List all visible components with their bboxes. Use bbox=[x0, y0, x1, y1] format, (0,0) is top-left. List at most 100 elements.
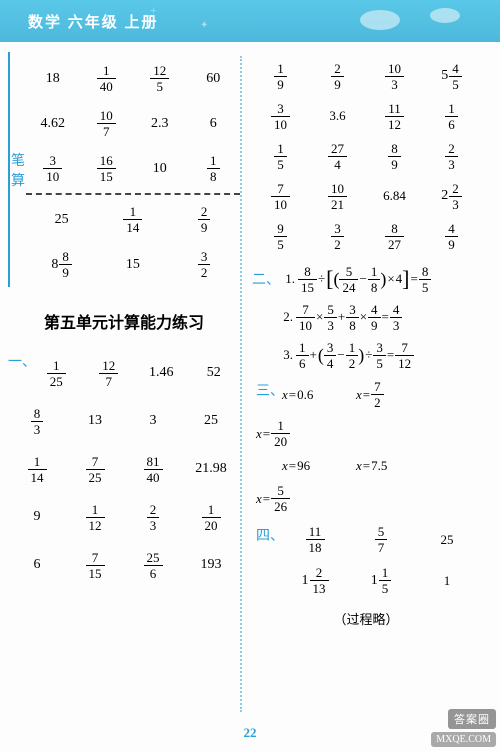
equation-number: 1. bbox=[280, 271, 298, 287]
grid-cell: 25 bbox=[182, 413, 240, 429]
grid-row: 4.621072.36 bbox=[26, 101, 240, 146]
solution-cell: x=0.6 bbox=[282, 380, 356, 409]
grid-cell: 545 bbox=[423, 62, 480, 91]
grid-cell: 193 bbox=[182, 557, 240, 573]
grid-cell: 18 bbox=[187, 154, 241, 183]
grid-cell: 23 bbox=[423, 142, 480, 171]
calculation-block: 笔算 18140125604.621072.3631016151018 2511… bbox=[8, 56, 240, 287]
grid-cell: 15 bbox=[97, 257, 168, 273]
grid-cell: 3 bbox=[124, 413, 182, 429]
grid-row: 911223120 bbox=[8, 493, 240, 541]
top-grid: 18140125604.621072.3631016151018 bbox=[26, 56, 240, 191]
grid-row: 1929103545 bbox=[252, 56, 480, 96]
grid-row: 2511429 bbox=[26, 197, 240, 242]
grid-cell: 83 bbox=[8, 407, 66, 436]
grid-cell: 49 bbox=[423, 222, 480, 251]
section-two-label: 二、 bbox=[252, 269, 280, 289]
watermark-top: 答案圈 bbox=[448, 709, 496, 729]
grid-cell: 256 bbox=[124, 551, 182, 580]
cloud-icon bbox=[430, 8, 460, 23]
grid-cell: 710 bbox=[252, 182, 309, 211]
grid-cell: 115 bbox=[348, 566, 414, 595]
grid-row: 152748923 bbox=[252, 136, 480, 176]
grid-cell: 107 bbox=[80, 109, 134, 138]
grid-cell: 6 bbox=[8, 557, 66, 573]
solution-cell: x=120 bbox=[256, 419, 330, 448]
left-column: 笔算 18140125604.621072.3631016151018 2511… bbox=[8, 56, 240, 712]
cloud-icon bbox=[360, 10, 400, 30]
grid-cell: 103 bbox=[366, 62, 423, 91]
grid-row: 953282749 bbox=[252, 216, 480, 256]
grid-cell: 32 bbox=[169, 250, 240, 279]
grid-cell: 1 bbox=[414, 566, 480, 595]
decor-star-icon: ✦ bbox=[200, 20, 208, 31]
grid-cell: 2.3 bbox=[133, 116, 187, 132]
grid-row: 114725814021.98 bbox=[8, 445, 240, 493]
grid-cell: 89 bbox=[366, 142, 423, 171]
grid-cell: 15 bbox=[252, 142, 309, 171]
grid-row: 6715256193 bbox=[8, 541, 240, 589]
section-two: 二、1.815÷[(524−18)×4]=852.710×53+38×49=43… bbox=[252, 260, 480, 374]
process-note: （过程略） bbox=[252, 609, 480, 628]
grid-cell: 10 bbox=[133, 161, 187, 177]
grid-row: 3103.6111216 bbox=[252, 96, 480, 136]
grid-cell: 29 bbox=[169, 205, 240, 234]
grid-cell: 16 bbox=[423, 102, 480, 131]
section-four: 四、1118572512131151 bbox=[252, 525, 480, 607]
grid-cell: 114 bbox=[97, 205, 168, 234]
grid-cell: 223 bbox=[423, 182, 480, 211]
grid-cell: 13 bbox=[66, 413, 124, 429]
grid-row: 31016151018 bbox=[26, 146, 240, 191]
grid-cell: 25 bbox=[26, 212, 97, 228]
grid-cell: 827 bbox=[366, 222, 423, 251]
equation-row: 二、1.815÷[(524−18)×4]=85 bbox=[252, 260, 480, 298]
grid-cell: 310 bbox=[252, 102, 309, 131]
grid-cell: 1118 bbox=[282, 525, 348, 554]
equation-row: 3.16+(34−12)÷35=712 bbox=[252, 336, 480, 374]
section-one-grid: 1251271.46528313325114725814021.98911223… bbox=[8, 349, 240, 589]
grid-cell: 4.62 bbox=[26, 116, 80, 132]
equation-number: 3. bbox=[278, 347, 296, 363]
equation-row: 2.710×53+38×49=43 bbox=[252, 298, 480, 336]
grid-cell: 23 bbox=[124, 503, 182, 532]
watermark-bottom: MXQE.COM bbox=[431, 732, 496, 747]
three-row: x=96x=7.5x=526 bbox=[252, 458, 480, 523]
grid-row: 8313325 bbox=[8, 397, 240, 445]
section-three-label: 三、 bbox=[256, 380, 282, 419]
grid-cell: 125 bbox=[8, 359, 83, 388]
grid-cell: 18 bbox=[26, 71, 80, 87]
grid-cell: 274 bbox=[309, 142, 366, 171]
grid-cell: 120 bbox=[182, 503, 240, 532]
equation-number: 2. bbox=[278, 309, 296, 325]
solution-cell: x=72 bbox=[356, 380, 430, 409]
three-row: 三、x=0.6x=72 x=120 bbox=[252, 380, 480, 458]
solution-cell: x=526 bbox=[256, 484, 330, 513]
equation-body: 815÷[(524−18)×4]=85 bbox=[298, 265, 480, 294]
grid-cell: 29 bbox=[309, 62, 366, 91]
grid-cell: 60 bbox=[187, 71, 241, 87]
bisuan-label: 笔算 bbox=[8, 52, 26, 287]
equation-body: 710×53+38×49=43 bbox=[296, 303, 480, 332]
grid-cell: 9 bbox=[8, 509, 66, 525]
content-area: 笔算 18140125604.621072.3631016151018 2511… bbox=[0, 42, 500, 712]
grid-cell: 725 bbox=[66, 455, 124, 484]
grid-cell: 52 bbox=[188, 365, 241, 381]
grid-cell: 57 bbox=[348, 525, 414, 554]
header-title: 数学 六年级 上册 bbox=[28, 11, 159, 32]
right-top-grid: 19291035453103.611121615274892371010216.… bbox=[252, 56, 480, 256]
dashed-separator bbox=[26, 193, 240, 195]
page-header: 数学 六年级 上册 + ✦ bbox=[0, 0, 500, 42]
grid-cell: 715 bbox=[66, 551, 124, 580]
section-four-label: 四、 bbox=[256, 525, 282, 566]
grid-cell: 25 bbox=[414, 525, 480, 554]
grid-cell: 95 bbox=[252, 222, 309, 251]
grid-cell: 112 bbox=[66, 503, 124, 532]
grid-row: 8891532 bbox=[26, 242, 240, 287]
right-column: 19291035453103.611121615274892371010216.… bbox=[240, 56, 480, 712]
four-row: 四、11185725 bbox=[252, 525, 480, 566]
grid-cell: 1021 bbox=[309, 182, 366, 211]
section-three: 三、x=0.6x=72 x=120 x=96x=7.5x=526 bbox=[252, 380, 480, 523]
decor-plus-icon: + bbox=[150, 3, 157, 18]
equation-body: 16+(34−12)÷35=712 bbox=[296, 341, 480, 370]
grid-cell: 1615 bbox=[80, 154, 134, 183]
